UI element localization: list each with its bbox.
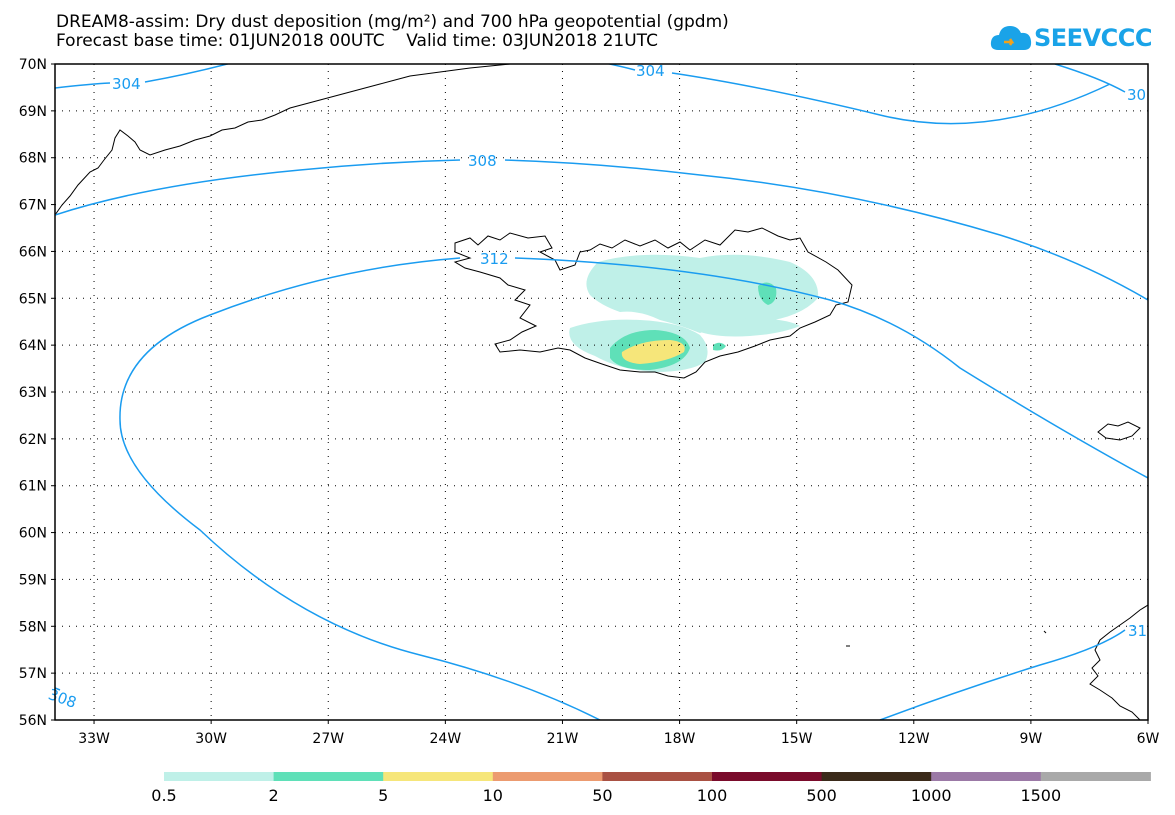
contour-308-southwest (55, 687, 61, 691)
legend-label: 50 (592, 786, 612, 805)
latitude-tick-label: 61N (19, 479, 47, 495)
scotland-coastline (1089, 604, 1148, 720)
latitude-tick-label: 66N (19, 244, 47, 260)
seevccc-logo: SEEVCCC (990, 20, 1153, 60)
map-subtitle: Forecast base time: 01JUN2018 00UTC Vali… (56, 31, 658, 51)
contour-308 (55, 159, 1148, 301)
contour-label-304: 304 (636, 62, 665, 80)
contour-312 (119, 257, 1148, 720)
cloud-logo-icon (990, 26, 1032, 50)
latitude-tick-label: 57N (19, 666, 47, 682)
longitude-tick-label: 30W (195, 731, 227, 747)
contour-label-312: 312 (480, 250, 509, 268)
map-title: DREAM8-assim: Dry dust deposition (mg/m²… (56, 12, 729, 32)
longitude-tick-label: 33W (78, 731, 110, 747)
geopotential-contours (55, 64, 1148, 720)
legend-label: 2 (269, 786, 279, 805)
latitude-tick-label: 64N (19, 338, 47, 354)
legend-label: 100 (697, 786, 728, 805)
latitude-axis: 70N 69N 68N 67N 66N 65N 64N 63N 62N 61N 60N 59N 58N 5… (19, 57, 55, 729)
longitude-tick-label: 24W (430, 731, 462, 747)
legend-swatch (821, 772, 932, 781)
dust-area-lightest-east (700, 318, 800, 337)
contour-label-31: 31 (1128, 622, 1147, 640)
latitude-tick-label: 58N (19, 619, 47, 635)
latitude-tick-label: 62N (19, 432, 47, 448)
graticule (55, 64, 1148, 720)
legend-swatch (273, 772, 384, 781)
greenland-coastline (55, 64, 511, 216)
dust-area-light-east (758, 282, 777, 305)
longitude-tick-label: 27W (312, 731, 344, 747)
longitude-tick-label: 15W (781, 731, 813, 747)
legend-swatch (931, 772, 1042, 781)
dust-area-lightest (586, 254, 819, 333)
longitude-tick-label: 6W (1137, 731, 1160, 747)
latitude-tick-label: 70N (19, 57, 47, 73)
contour-308-southeast (879, 629, 1126, 720)
legend-swatch (602, 772, 713, 781)
contour-label-308: 308 (468, 152, 497, 170)
legend-swatch (383, 772, 494, 781)
legend-swatch (164, 772, 275, 781)
legend-swatch (1040, 772, 1151, 781)
legend-label: 0.5 (151, 786, 176, 805)
legend-label: 5 (378, 786, 388, 805)
longitude-tick-label: 18W (664, 731, 696, 747)
legend-swatch (492, 772, 603, 781)
legend-label: 1500 (1020, 786, 1061, 805)
longitude-tick-label: 21W (547, 731, 579, 747)
contour-304-east (606, 64, 1126, 125)
dust-area-light-small (713, 342, 726, 351)
latitude-tick-label: 69N (19, 104, 47, 120)
legend-label: 10 (483, 786, 503, 805)
contour-label-30: 30 (1127, 86, 1146, 104)
latitude-tick-label: 60N (19, 526, 47, 542)
longitude-axis: 33W 30W 27W 24W 21W 18W 15W 12W 9W 6W (78, 720, 1160, 747)
faroe-islands-coastline (1097, 421, 1141, 441)
latitude-tick-label: 56N (19, 713, 47, 729)
dust-area-moderate (621, 340, 685, 364)
legend-label: 500 (806, 786, 837, 805)
latitude-tick-label: 59N (19, 572, 47, 588)
longitude-tick-label: 9W (1020, 731, 1043, 747)
latitude-tick-label: 63N (19, 385, 47, 401)
isle-marker (1043, 630, 1047, 634)
dust-deposition-shading (569, 254, 819, 372)
logo-text: SEEVCCC (1034, 24, 1153, 52)
latitude-tick-label: 65N (19, 291, 47, 307)
latitude-tick-label: 68N (19, 151, 47, 167)
contour-labels: 304 304 30 308 312 308 31 (46, 62, 1147, 712)
longitude-tick-label: 12W (898, 731, 930, 747)
legend-label: 1000 (911, 786, 952, 805)
legend-swatch (712, 772, 823, 781)
contour-label-304: 304 (112, 75, 141, 93)
latitude-tick-label: 67N (19, 198, 47, 214)
